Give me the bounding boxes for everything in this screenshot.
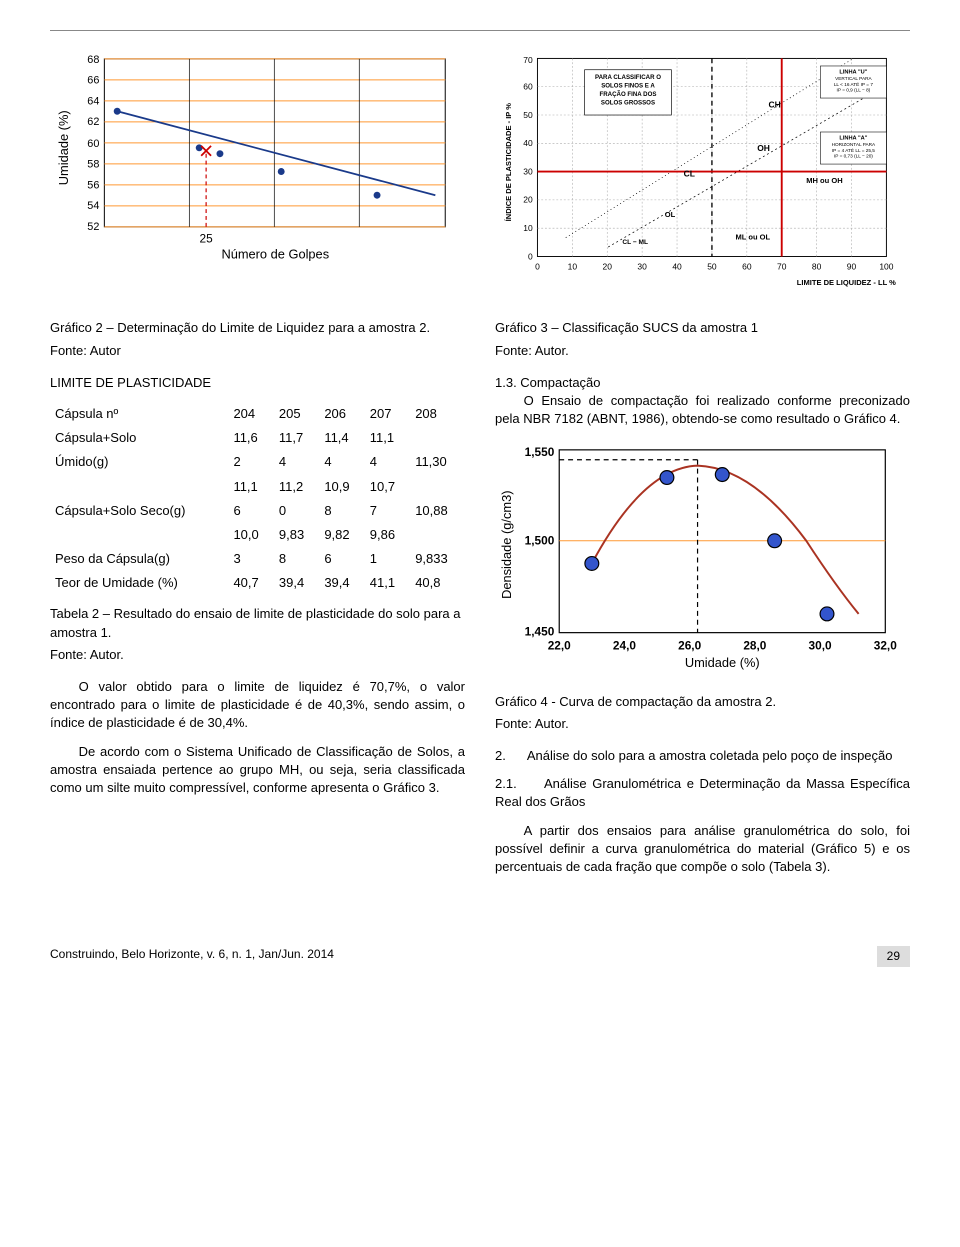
svg-text:56: 56: [87, 179, 99, 191]
svg-text:58: 58: [87, 159, 99, 171]
grafico-2-caption: Gráfico 2 – Determinação do Limite de Li…: [50, 319, 465, 337]
table-row: Úmido(g)244411,30: [50, 450, 465, 474]
svg-text:90: 90: [847, 262, 857, 272]
svg-text:20: 20: [523, 195, 533, 205]
svg-text:40: 40: [672, 262, 682, 272]
svg-text:LINHA "A": LINHA "A": [839, 136, 867, 142]
svg-text:1,500: 1,500: [525, 534, 555, 548]
svg-text:0: 0: [528, 251, 533, 261]
grafico-3-caption: Gráfico 3 – Classificação SUCS da amostr…: [495, 319, 910, 337]
footer-journal: Construindo, Belo Horizonte, v. 6, n. 1,…: [50, 946, 334, 967]
svg-text:10: 10: [523, 223, 533, 233]
footer-page: 29: [877, 946, 910, 967]
svg-text:ML ou OL: ML ou OL: [736, 233, 771, 242]
svg-text:30,0: 30,0: [809, 639, 832, 653]
svg-text:CH: CH: [769, 99, 781, 109]
svg-text:Umidade (%): Umidade (%): [56, 110, 71, 185]
section-2-1-head: 2.1.: [495, 776, 517, 791]
svg-text:Umidade (%): Umidade (%): [685, 656, 760, 671]
svg-text:SOLOS GROSSOS: SOLOS GROSSOS: [601, 100, 655, 107]
svg-text:1,450: 1,450: [525, 625, 555, 639]
plasticidade-table: Cápsula nº204205206207208Cápsula+Solo11,…: [50, 402, 465, 596]
svg-text:30: 30: [523, 166, 533, 176]
svg-text:CL − ML: CL − ML: [622, 239, 648, 246]
svg-text:32,0: 32,0: [874, 639, 897, 653]
svg-text:OL: OL: [665, 210, 676, 219]
svg-text:Densidade (g/cm3): Densidade (g/cm3): [499, 491, 514, 599]
table-row: Cápsula+Solo11,611,711,411,1: [50, 426, 465, 450]
svg-text:CL: CL: [684, 168, 695, 178]
svg-text:60: 60: [523, 82, 533, 92]
section-2-1-body: A partir dos ensaios para análise granul…: [495, 822, 910, 877]
grafico-3-fonte: Fonte: Autor.: [495, 342, 910, 360]
table-row: 11,111,210,910,7: [50, 475, 465, 499]
svg-text:28,0: 28,0: [743, 639, 766, 653]
svg-text:LIMITE DE LIQUIDEZ - LL %: LIMITE DE LIQUIDEZ - LL %: [797, 278, 896, 287]
section-1-3-head: 1.3. Compactação: [495, 375, 601, 390]
section-2-1-title: Análise Granulométrica e Determinação da…: [495, 776, 910, 809]
svg-text:70: 70: [777, 262, 787, 272]
grafico-4-fonte: Fonte: Autor.: [495, 715, 910, 733]
svg-text:ÍNDICE DE PLASTICIDADE - IP %: ÍNDICE DE PLASTICIDADE - IP %: [504, 103, 513, 222]
svg-text:26,0: 26,0: [678, 639, 701, 653]
svg-text:40: 40: [523, 138, 533, 148]
section-2-body: Análise do solo para a amostra coletada …: [527, 748, 893, 763]
table-row: Cápsula+Solo Seco(g)608710,88: [50, 499, 465, 523]
grafico-4-caption: Gráfico 4 - Curva de compactação da amos…: [495, 693, 910, 711]
svg-text:30: 30: [637, 262, 647, 272]
table-row: Cápsula nº204205206207208: [50, 402, 465, 426]
svg-text:VERTICAL PARA: VERTICAL PARA: [835, 76, 872, 81]
svg-text:60: 60: [742, 262, 752, 272]
section-2: 2. Análise do solo para a amostra coleta…: [495, 747, 910, 765]
svg-text:HORIZONTAL PARA: HORIZONTAL PARA: [832, 142, 876, 147]
svg-text:0: 0: [535, 262, 540, 272]
table-title: LIMITE DE PLASTICIDADE: [50, 374, 465, 392]
grafico-2-fonte: Fonte: Autor: [50, 342, 465, 360]
svg-text:22,0: 22,0: [548, 639, 571, 653]
svg-text:20: 20: [603, 262, 613, 272]
svg-text:SOLOS FINOS E A: SOLOS FINOS E A: [601, 83, 655, 90]
sucs-chart: PARA CLASSIFICAR O SOLOS FINOS E A FRAÇÃ…: [495, 49, 910, 299]
section-2-1: 2.1. Análise Granulométrica e Determinaç…: [495, 775, 910, 811]
svg-text:IP = 4 ATÉ LL = 25,5: IP = 4 ATÉ LL = 25,5: [832, 147, 875, 153]
svg-text:60: 60: [87, 138, 99, 150]
svg-text:OH: OH: [757, 143, 770, 153]
svg-text:MH ou OH: MH ou OH: [806, 176, 842, 185]
svg-text:64: 64: [87, 95, 99, 107]
svg-text:54: 54: [87, 200, 99, 212]
svg-text:LINHA "U": LINHA "U": [839, 70, 867, 76]
paragraph-valor-obtido: O valor obtido para o limite de liquidez…: [50, 678, 465, 733]
section-1-3-body: O Ensaio de compactação foi realizado co…: [495, 392, 910, 428]
table-row: Teor de Umidade (%)40,739,439,441,140,8: [50, 571, 465, 595]
tabela-2-caption: Tabela 2 – Resultado do ensaio de limite…: [50, 605, 465, 641]
liquidez-chart: 52 54 56 58 60 62 64 66 68 25 Número de …: [50, 49, 465, 272]
svg-text:IP = 0,9 (LL − 8): IP = 0,9 (LL − 8): [837, 87, 871, 92]
svg-text:PARA CLASSIFICAR O: PARA CLASSIFICAR O: [595, 74, 661, 81]
paragraph-sucs: De acordo com o Sistema Unificado de Cla…: [50, 743, 465, 798]
svg-text:70: 70: [523, 55, 533, 65]
svg-text:80: 80: [812, 262, 822, 272]
svg-text:10: 10: [568, 262, 578, 272]
svg-text:50: 50: [707, 262, 717, 272]
svg-text:68: 68: [87, 54, 99, 66]
svg-text:25: 25: [200, 232, 214, 246]
section-1-3: 1.3. Compactação O Ensaio de compactação…: [495, 374, 910, 429]
section-2-head: 2.: [495, 748, 506, 763]
svg-text:100: 100: [879, 262, 893, 272]
svg-text:66: 66: [87, 75, 99, 87]
svg-text:1,550: 1,550: [525, 445, 555, 459]
tabela-2-fonte: Fonte: Autor.: [50, 646, 465, 664]
svg-text:IP = 0,73 (LL − 20): IP = 0,73 (LL − 20): [834, 153, 873, 158]
table-row: 10,09,839,829,86: [50, 523, 465, 547]
svg-text:Número de Golpes: Número de Golpes: [221, 246, 329, 261]
table-row: Peso da Cápsula(g)38619,833: [50, 547, 465, 571]
compaction-chart: 22,0 24,0 26,0 28,0 30,0 32,0 1,450 1,50…: [495, 438, 910, 680]
svg-text:52: 52: [87, 221, 99, 233]
svg-text:62: 62: [87, 116, 99, 128]
svg-text:FRAÇÃO FINA DOS: FRAÇÃO FINA DOS: [600, 91, 657, 98]
svg-text:24,0: 24,0: [613, 639, 636, 653]
svg-text:LL < 16 ATÉ IP = 7: LL < 16 ATÉ IP = 7: [834, 81, 874, 87]
svg-text:50: 50: [523, 110, 533, 120]
